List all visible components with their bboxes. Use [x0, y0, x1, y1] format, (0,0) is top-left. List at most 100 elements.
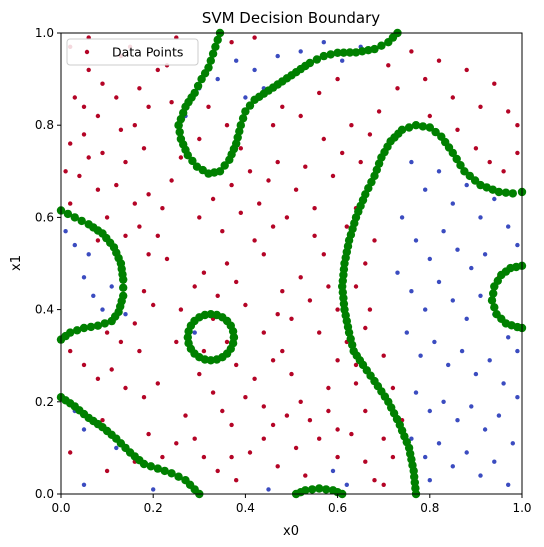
data-point [515, 242, 520, 248]
data-point [229, 40, 234, 45]
data-point [68, 141, 73, 146]
boundary-marker [301, 486, 310, 495]
data-point [436, 58, 442, 63]
data-point [293, 445, 299, 451]
data-point [367, 132, 373, 137]
data-point [423, 307, 428, 312]
data-point [266, 487, 271, 492]
data-point [409, 159, 414, 165]
data-point [151, 487, 156, 492]
data-point [86, 155, 91, 160]
data-point [151, 302, 156, 308]
boundary-marker [326, 50, 335, 59]
data-point [418, 353, 423, 358]
boundary-marker [397, 125, 407, 134]
boundary-marker [377, 41, 386, 50]
data-point [358, 159, 363, 165]
data-point [270, 422, 276, 428]
data-point [307, 298, 313, 303]
data-point [436, 441, 442, 446]
data-point [192, 436, 197, 441]
boundary-marker [139, 459, 149, 469]
boundary-marker [333, 48, 342, 57]
data-point [427, 408, 432, 414]
data-point [95, 187, 101, 192]
data-point [215, 76, 220, 82]
data-point [441, 399, 446, 404]
data-point [109, 367, 114, 372]
data-point [201, 270, 207, 275]
data-point [487, 358, 492, 363]
data-point [155, 233, 160, 238]
boundary-marker [487, 296, 497, 305]
data-point [441, 229, 446, 234]
data-point [123, 159, 128, 165]
data-point [197, 136, 202, 142]
data-point [137, 224, 142, 229]
data-point [340, 58, 345, 63]
boundary-marker [119, 283, 128, 292]
y-tick-label: 0.2 [35, 395, 54, 409]
data-point [381, 353, 386, 358]
data-point [280, 348, 285, 354]
data-point [515, 123, 520, 128]
data-point [206, 104, 211, 110]
boundary-marker [70, 213, 80, 222]
data-point [77, 173, 82, 179]
data-point [224, 261, 230, 266]
legend-label: Data Points [112, 45, 183, 60]
data-point [478, 215, 483, 220]
y-tick-label: 0.6 [35, 210, 54, 224]
data-point [192, 330, 197, 335]
data-point [141, 395, 147, 400]
data-point [326, 408, 331, 414]
boundary-marker [238, 114, 248, 123]
data-point [469, 404, 474, 409]
y-tick-label: 0.4 [35, 303, 54, 317]
data-point [289, 371, 294, 377]
data-point [100, 81, 105, 86]
boundary-marker [351, 48, 361, 57]
data-point [114, 95, 119, 100]
boundary-marker [63, 209, 73, 219]
data-point [215, 293, 220, 298]
boundary-marker [206, 56, 215, 65]
data-point [247, 169, 253, 174]
data-point [367, 307, 373, 312]
data-point [192, 284, 197, 289]
data-point [317, 90, 322, 96]
data-point [104, 330, 110, 335]
data-point [95, 113, 101, 119]
plot-frame [60, 32, 523, 495]
data-point [317, 330, 322, 335]
boundary-marker [193, 81, 203, 91]
boundary-marker [489, 289, 498, 298]
data-point [146, 252, 151, 257]
boundary-marker [188, 156, 197, 166]
data-point [238, 210, 243, 215]
data-point [155, 381, 160, 386]
data-point [423, 76, 428, 82]
data-point [178, 155, 184, 160]
data-point [450, 95, 455, 100]
data-point [395, 86, 400, 91]
data-point [224, 339, 230, 345]
data-point [100, 418, 105, 423]
data-point [317, 436, 322, 441]
data-point [436, 169, 442, 174]
data-point [372, 478, 377, 483]
y-tick-label: 0.0 [35, 487, 54, 501]
y-axis-label: x1 [9, 255, 24, 271]
boundary-marker [211, 42, 220, 51]
data-point [169, 100, 174, 105]
data-point [169, 178, 174, 183]
data-point [280, 289, 285, 294]
data-point [220, 229, 225, 234]
data-point [330, 173, 336, 179]
boundary-marker [175, 127, 184, 137]
data-point [335, 76, 340, 82]
data-point [303, 473, 308, 478]
data-point [492, 81, 497, 86]
data-point [132, 123, 137, 128]
